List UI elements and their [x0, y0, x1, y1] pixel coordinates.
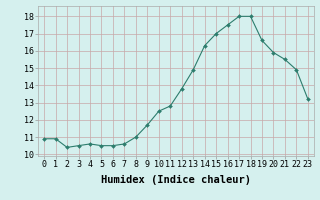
X-axis label: Humidex (Indice chaleur): Humidex (Indice chaleur)	[101, 175, 251, 185]
